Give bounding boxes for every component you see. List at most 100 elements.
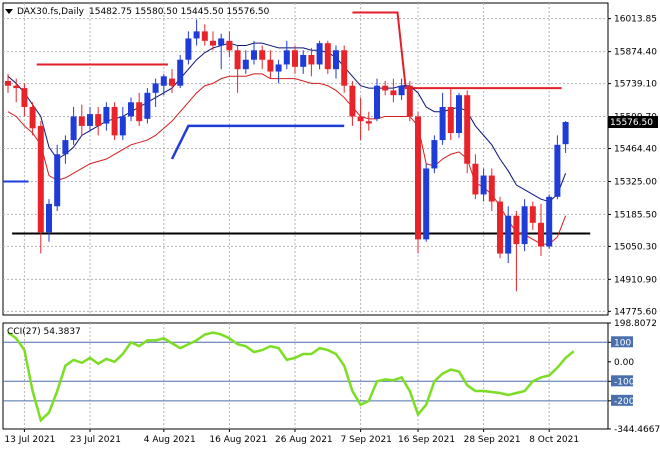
candle-body-56	[464, 95, 471, 164]
candle-body-42	[349, 85, 356, 117]
candle-body-39	[324, 43, 331, 70]
candle-body-66	[546, 196, 553, 247]
candle-body-38	[316, 43, 323, 65]
candle-body-55	[456, 95, 462, 133]
candle-body-15	[128, 102, 134, 117]
time-tick-label-0: 13 Jul 2021	[4, 435, 55, 445]
candle-body-26	[218, 38, 225, 46]
price-tick-label-7: 15050.30	[614, 242, 657, 252]
price-tick-label-8: 14910.90	[614, 275, 657, 285]
candle-body-6	[54, 154, 61, 207]
candle-body-35	[292, 50, 298, 67]
candle-body-4	[37, 125, 44, 233]
candle-body-14	[119, 116, 126, 136]
candle-body-10	[87, 114, 93, 126]
price-header-title: DAX30.fs,Daily	[17, 7, 85, 17]
candle-body-8	[70, 116, 77, 141]
candle-body-11	[95, 114, 102, 126]
candle-body-13	[111, 107, 118, 136]
cci-level-tag-4	[611, 394, 633, 406]
cci-tick-label-0: 198.8072	[614, 319, 657, 329]
cci-tick-label-1: 100	[614, 338, 631, 348]
candle-body-45	[374, 85, 380, 119]
candle-body-12	[103, 107, 110, 124]
candle-body-21	[177, 59, 184, 86]
price-tick-label-0: 16013.85	[614, 15, 657, 25]
candle-body-58	[480, 175, 487, 195]
price-tick-label-4: 15464.40	[614, 145, 657, 155]
candle-body-37	[308, 55, 315, 65]
candle-body-64	[529, 206, 536, 223]
candle-body-51	[423, 168, 430, 240]
candle-body-57	[472, 163, 479, 195]
blue-level-line	[170, 124, 345, 160]
price-pane-frame	[2, 2, 609, 316]
red-step-line	[352, 11, 562, 90]
candle-body-30	[251, 50, 257, 60]
candle-body-48	[398, 85, 405, 96]
candle-body-25	[210, 40, 216, 46]
time-tick-label-6: 16 Sep 2021	[398, 435, 455, 445]
cci-level-tag-1	[611, 336, 633, 348]
candle-body-50	[415, 116, 421, 240]
candle-body-52	[431, 140, 438, 169]
candle-body-40	[333, 50, 339, 70]
time-tick-label-4: 26 Aug 2021	[275, 435, 333, 445]
candle-body-67	[554, 144, 561, 197]
current-price-label: 15576.50	[610, 118, 653, 128]
cci-tick-label-5: -344.4667	[614, 425, 660, 435]
cci-tick-label-4: -200	[614, 397, 635, 407]
cci-header: CCI(27) 54.3837	[7, 327, 81, 337]
candle-body-33	[275, 64, 282, 72]
candle-body-32	[267, 59, 274, 72]
current-price-tag	[608, 116, 658, 129]
candle-body-44	[365, 121, 372, 124]
price-tick-label-6: 15185.50	[614, 210, 657, 220]
candle-body-46	[382, 85, 389, 91]
candle-body-60	[497, 201, 503, 254]
candles	[5, 19, 569, 292]
candle-body-3	[29, 107, 36, 129]
candle-body-65	[538, 222, 544, 247]
time-tick-label-1: 23 Jul 2021	[70, 435, 121, 445]
time-tick-label-8: 8 Oct 2021	[529, 435, 579, 445]
candle-body-7	[62, 140, 69, 155]
candle-body-5	[46, 203, 52, 233]
candle-body-17	[144, 92, 151, 119]
candle-body-27	[226, 40, 233, 51]
candle-body-54	[447, 107, 454, 133]
candle-body-62	[513, 215, 520, 245]
time-tick-label-7: 28 Sep 2021	[464, 435, 521, 445]
candle-body-24	[201, 31, 208, 41]
cci-tick-label-3: -100	[614, 377, 635, 387]
candle-body-23	[193, 31, 200, 39]
candle-body-36	[300, 55, 307, 67]
candle-body-22	[185, 38, 192, 60]
candle-body-63	[521, 206, 528, 245]
candle-body-68	[562, 122, 569, 145]
candle-body-18	[152, 83, 159, 93]
horizontal-levels	[3, 11, 591, 235]
cci-level-tag-3	[611, 375, 633, 387]
candle-body-19	[160, 76, 167, 86]
candle-body-0	[5, 81, 11, 86]
candle-body-2	[21, 88, 28, 107]
candle-body-28	[234, 50, 241, 70]
time-tick-label-3: 16 Aug 2021	[209, 435, 267, 445]
lower-band-line	[7, 73, 567, 245]
candle-body-34	[283, 50, 290, 65]
cci-tick-label-2: 0.00	[614, 358, 634, 368]
candle-body-47	[390, 90, 397, 96]
candle-body-20	[169, 78, 175, 86]
candle-body-16	[136, 102, 143, 122]
candle-body-43	[357, 116, 364, 122]
chart-menu-triangle-icon[interactable]	[5, 9, 13, 14]
cci-axis: 198.8072 100 0.00 -100 -200 -344.4667	[608, 319, 660, 435]
price-tick-label-9: 14775.60	[614, 307, 657, 317]
time-axis: 13 Jul 2021 23 Jul 2021 4 Aug 2021 16 Aug 2…	[4, 429, 579, 445]
price-header-values: 15482.75 15580.50 15445.50 15576.50	[89, 7, 270, 17]
price-axis: 16013.8515874.4015739.1015599.7015464.40…	[608, 15, 657, 317]
candle-body-9	[78, 116, 85, 126]
candle-body-53	[439, 107, 446, 141]
